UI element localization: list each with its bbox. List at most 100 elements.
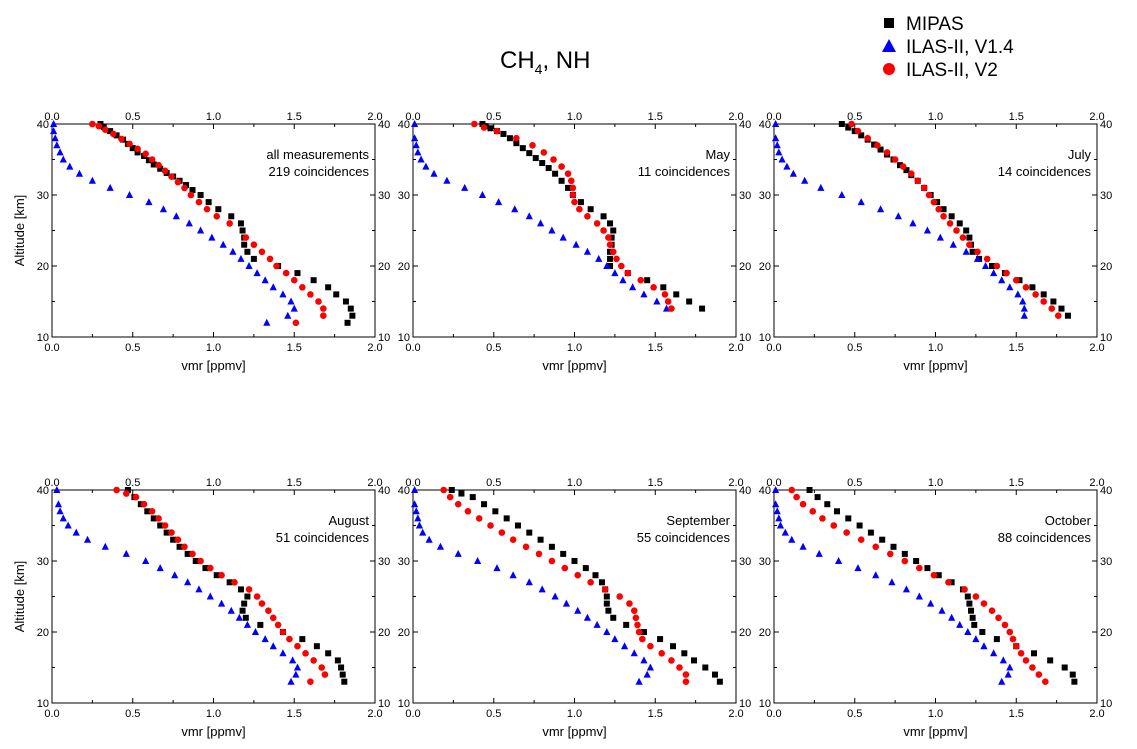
data-point	[856, 522, 863, 529]
data-point	[584, 213, 591, 220]
data-point	[778, 155, 786, 163]
data-point	[509, 571, 517, 579]
data-point	[215, 206, 222, 213]
data-point	[592, 572, 599, 579]
data-point	[569, 184, 577, 192]
x-tick-label-top: 1.5	[1009, 111, 1024, 123]
data-point	[1047, 657, 1054, 664]
data-point	[250, 241, 258, 248]
data-point	[344, 319, 351, 326]
data-point	[290, 304, 298, 312]
data-point	[157, 165, 164, 172]
data-point	[411, 486, 419, 493]
data-point	[809, 508, 817, 515]
data-point	[417, 155, 425, 163]
data-point	[914, 177, 922, 185]
data-point	[290, 276, 298, 284]
data-point	[569, 191, 577, 199]
panel-annotation: September	[666, 513, 730, 528]
x-tick-label: 1.5	[648, 708, 663, 720]
data-point	[150, 515, 157, 522]
plot-frame	[51, 489, 376, 704]
data-point	[66, 162, 74, 170]
data-point	[440, 486, 447, 494]
data-point	[788, 486, 796, 494]
data-point	[118, 135, 125, 143]
data-point	[935, 572, 942, 579]
data-point	[279, 649, 287, 657]
data-point	[503, 515, 510, 522]
data-point	[287, 677, 295, 685]
plot-frame	[773, 123, 1098, 338]
data-point	[635, 628, 643, 636]
data-point	[561, 564, 569, 572]
data-point	[514, 522, 521, 529]
data-point	[560, 550, 567, 557]
data-point	[156, 564, 164, 572]
data-point	[966, 241, 973, 248]
data-point	[1020, 311, 1028, 319]
data-point	[969, 248, 976, 255]
data-point	[56, 148, 64, 156]
x-tick-label-top: 1.0	[206, 111, 221, 123]
data-point	[901, 550, 908, 557]
x-axis-label: vmr [ppmv]	[542, 724, 606, 739]
data-point	[54, 500, 63, 508]
data-point	[776, 521, 785, 529]
data-point	[282, 269, 290, 277]
data-point	[126, 140, 133, 148]
y-tick-label-right: 30	[378, 556, 390, 568]
data-point	[237, 586, 244, 593]
data-point	[454, 549, 462, 557]
data-point	[1040, 298, 1048, 305]
data-point	[864, 134, 871, 142]
data-point	[53, 486, 61, 493]
data-point	[511, 205, 519, 213]
data-point	[219, 240, 227, 248]
y-tick-label: 30	[37, 190, 49, 202]
series-square	[448, 487, 723, 685]
data-point	[106, 183, 114, 191]
data-point	[242, 234, 250, 241]
data-point	[265, 607, 272, 614]
data-point	[342, 298, 349, 305]
data-point	[552, 170, 559, 177]
data-point	[307, 678, 314, 685]
data-point	[110, 130, 117, 138]
data-point	[565, 184, 572, 191]
data-point	[313, 643, 320, 650]
data-point	[478, 191, 487, 198]
plot-frame	[412, 123, 737, 338]
y-tick-label-right: 10	[739, 332, 751, 344]
data-point	[888, 578, 896, 586]
data-point	[1029, 664, 1036, 671]
panel-annotation: 11 coincidences	[638, 164, 731, 179]
data-point	[948, 213, 955, 220]
x-tick-label: 1.5	[1009, 708, 1024, 720]
data-point	[983, 255, 991, 263]
data-point	[430, 169, 438, 177]
data-point	[161, 522, 169, 529]
data-point	[310, 277, 317, 284]
x-tick-label: 0.5	[847, 342, 862, 354]
data-point	[637, 276, 645, 284]
data-point	[273, 262, 280, 270]
data-point	[206, 564, 214, 572]
y-tick-label: 30	[759, 190, 771, 202]
data-point	[979, 629, 986, 635]
data-point	[879, 536, 886, 543]
x-tick-label: 2.0	[728, 342, 743, 354]
data-point	[529, 142, 536, 149]
data-point	[930, 198, 938, 206]
data-point	[668, 305, 675, 312]
data-point	[883, 149, 891, 156]
data-point	[916, 564, 923, 572]
data-point	[89, 120, 96, 128]
data-point	[134, 149, 141, 156]
data-point	[419, 528, 427, 536]
data-point	[1048, 305, 1056, 312]
data-point	[436, 542, 445, 550]
data-point	[88, 176, 96, 184]
data-point	[64, 521, 72, 529]
data-point	[833, 508, 840, 515]
